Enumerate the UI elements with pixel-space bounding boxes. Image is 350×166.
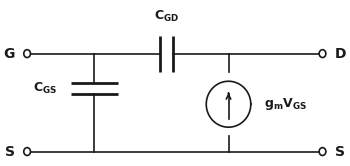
Text: $\mathbf{C_{GD}}$: $\mathbf{C_{GD}}$ [154, 9, 179, 24]
Ellipse shape [24, 148, 30, 156]
Text: $\mathbf{g_m V_{GS}}$: $\mathbf{g_m V_{GS}}$ [264, 96, 307, 112]
Ellipse shape [319, 148, 326, 156]
Text: $\mathbf{D}$: $\mathbf{D}$ [334, 47, 347, 61]
Ellipse shape [24, 50, 30, 58]
Text: $\mathbf{G}$: $\mathbf{G}$ [3, 47, 15, 61]
Text: $\mathbf{S}$: $\mathbf{S}$ [334, 145, 345, 159]
Text: $\mathbf{C_{GS}}$: $\mathbf{C_{GS}}$ [33, 81, 57, 96]
Ellipse shape [319, 50, 326, 58]
Text: $\mathbf{S}$: $\mathbf{S}$ [4, 145, 15, 159]
